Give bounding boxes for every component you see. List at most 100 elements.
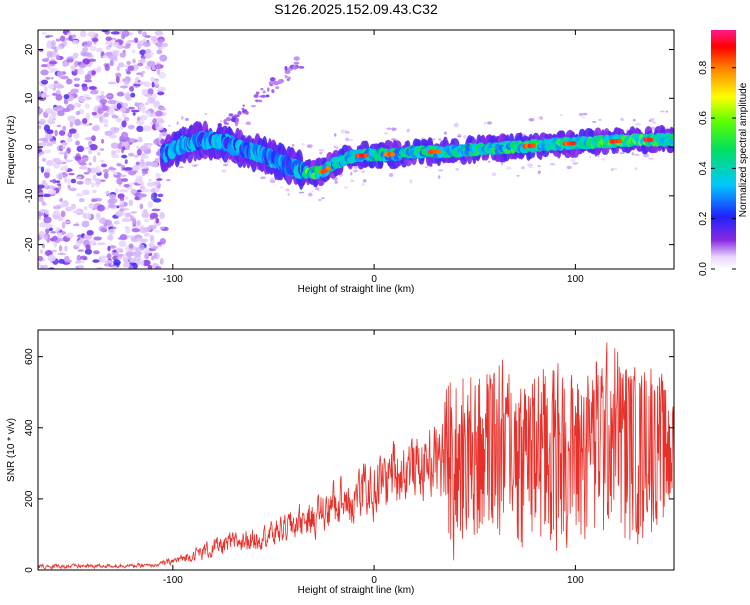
noise-blob — [92, 259, 100, 263]
noise-blob — [52, 178, 57, 184]
noise-blob — [111, 150, 116, 156]
signal-peak — [435, 149, 442, 154]
noise-blob — [66, 32, 72, 36]
faint-spot — [353, 169, 358, 173]
faint-spot — [185, 117, 189, 120]
noise-blob — [112, 249, 117, 253]
noise-blob — [58, 245, 63, 252]
noise-blob — [108, 108, 115, 116]
noise-blob — [150, 188, 156, 194]
noise-blob — [93, 241, 97, 246]
faint-spot — [301, 142, 305, 146]
noise-blob — [133, 154, 139, 158]
noise-blob — [125, 228, 131, 234]
noise-blob — [107, 81, 117, 85]
noise-blob — [117, 237, 126, 240]
noise-blob — [133, 37, 139, 44]
noise-blob — [74, 155, 82, 162]
noise-blob — [122, 49, 126, 54]
noise-blob — [49, 138, 54, 142]
noise-blob — [147, 96, 156, 104]
noise-blob — [115, 76, 120, 84]
noise-blob — [136, 258, 141, 266]
noise-blob — [57, 216, 64, 222]
noise-blob — [161, 42, 169, 48]
faint-spot — [166, 179, 171, 182]
noise-blob — [109, 59, 114, 67]
noise-blob — [136, 125, 144, 133]
wisp-spot — [284, 69, 291, 74]
faint-spot — [619, 152, 625, 155]
snr-y-tick-label: 0 — [24, 567, 35, 573]
noise-blob — [103, 123, 109, 128]
signal-peak — [325, 166, 331, 171]
noise-blob — [99, 148, 105, 151]
noise-blob — [88, 149, 93, 155]
noise-blob — [134, 195, 140, 201]
faint-spot — [409, 179, 413, 184]
noise-blob — [44, 149, 51, 154]
noise-blob — [151, 255, 155, 261]
wisp-spot — [224, 122, 230, 125]
noise-blob — [68, 187, 77, 192]
wisp-spot — [255, 91, 260, 95]
noise-blob — [110, 126, 119, 134]
noise-blob — [91, 125, 100, 132]
noise-blob — [62, 125, 67, 132]
noise-blob — [140, 73, 144, 77]
faint-spot — [391, 127, 396, 132]
noise-blob — [131, 49, 136, 54]
spectrogram-y-tick-label: -20 — [24, 237, 35, 252]
spectrogram-y-tick-label: -10 — [24, 188, 35, 203]
noise-blob — [82, 212, 87, 219]
noise-blob — [99, 159, 105, 163]
noise-blob — [144, 253, 150, 260]
faint-spot — [345, 131, 350, 134]
noise-blob — [145, 48, 152, 54]
colorbar-tick-label: 0.0 — [698, 262, 709, 276]
noise-blob — [122, 146, 126, 151]
spectrogram-x-tick-label: -100 — [163, 274, 183, 285]
colorbar-label: Normalized spectral amplitude — [738, 82, 749, 217]
noise-blob — [119, 189, 129, 193]
noise-blob — [45, 35, 50, 39]
noise-blob — [46, 250, 52, 256]
wisp-spot — [242, 111, 248, 114]
noise-blob — [45, 224, 54, 228]
noise-blob — [137, 136, 143, 143]
noise-blob — [39, 222, 48, 228]
noise-blob — [64, 176, 68, 184]
noise-blob — [105, 94, 113, 98]
noise-blob — [72, 53, 78, 60]
snr-x-ticks: -100 0 100 — [163, 330, 584, 586]
noise-blob — [91, 182, 95, 188]
faint-spot — [219, 120, 223, 123]
faint-spot — [443, 131, 447, 135]
wisp-spot — [236, 114, 240, 118]
noise-blob — [159, 257, 164, 265]
snr-x-tick-label: -100 — [163, 575, 183, 586]
noise-blob — [146, 60, 156, 67]
faint-spot — [633, 153, 640, 156]
noise-blob — [43, 124, 51, 132]
noise-blob — [119, 107, 126, 113]
noise-blob — [38, 184, 45, 189]
noise-blob — [57, 110, 65, 117]
faint-spot — [578, 112, 584, 117]
noise-blob — [97, 107, 104, 115]
noise-blob — [121, 154, 128, 159]
faint-spot — [521, 166, 525, 170]
noise-blob — [50, 77, 54, 80]
noise-blob — [108, 134, 118, 139]
noise-blob — [111, 115, 119, 119]
noise-blob — [137, 62, 144, 67]
noise-blob — [62, 161, 67, 165]
noise-blob — [68, 172, 75, 176]
noise-blob — [108, 197, 118, 204]
faint-spot — [269, 177, 274, 182]
signal-peak — [390, 152, 396, 157]
noise-blob — [116, 256, 123, 260]
wisp-spot — [260, 87, 264, 91]
noise-blob — [39, 266, 46, 269]
noise-blob — [148, 178, 152, 182]
